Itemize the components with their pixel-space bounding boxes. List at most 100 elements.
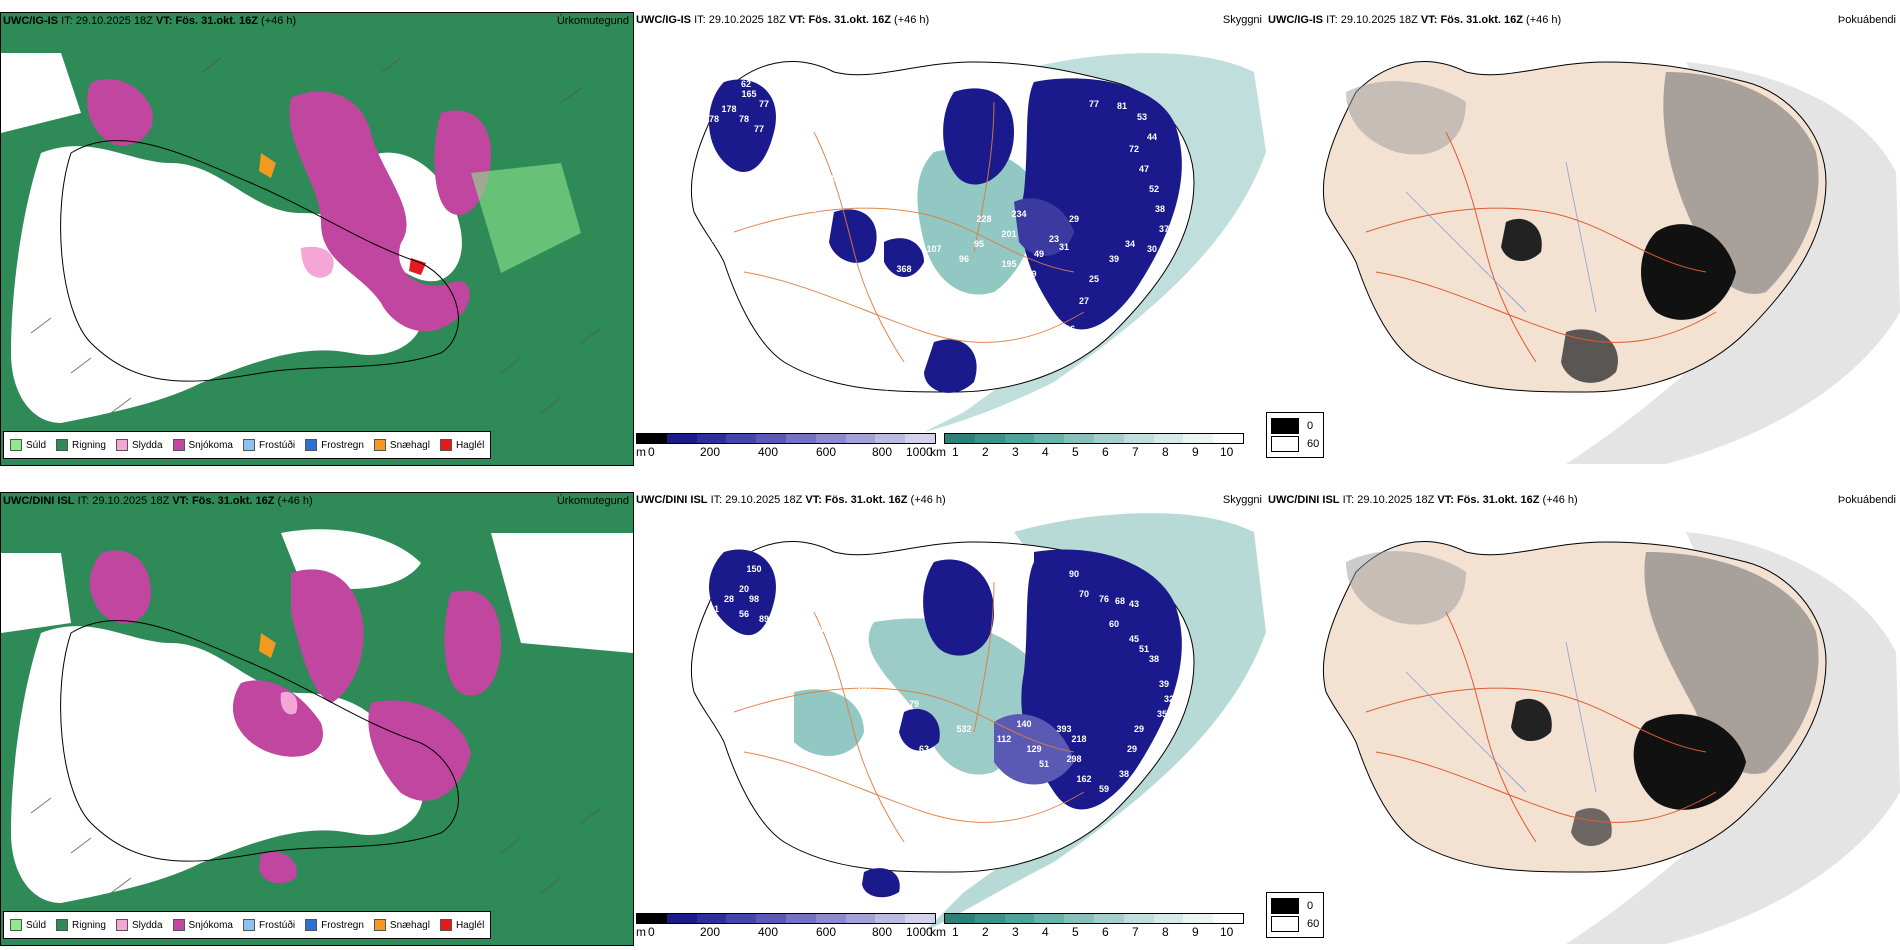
cloud-base-value: 90 xyxy=(1069,569,1079,579)
cloud-base-tick: 600 xyxy=(816,925,837,939)
cloud-base-value: 368 xyxy=(896,264,911,274)
panel-header: UWC/DINI ISL IT: 29.10.2025 18Z VT: Fös.… xyxy=(3,495,313,507)
legend-label: Slydda xyxy=(131,439,163,451)
legend-label: Frostregn xyxy=(321,919,364,931)
cloud-base-value: 95 xyxy=(974,239,984,249)
legend-item: Snjókoma xyxy=(172,439,233,451)
cloud-base-value: 21 xyxy=(779,124,789,134)
cloud-base-tick: 400 xyxy=(758,445,779,459)
it-label: IT: xyxy=(77,495,90,507)
cloud-base-value: 44 xyxy=(1147,132,1157,142)
visibility-tick: 8 xyxy=(1162,445,1169,459)
visibility-colorbar: km 1 2 3 4 5 6 7 8 9 10 xyxy=(930,913,1244,939)
cloud-base-tick: 0 xyxy=(648,445,655,459)
cloud-base-value: 26 xyxy=(1065,324,1075,334)
legend-swatch xyxy=(305,439,318,451)
visibility-tick: 9 xyxy=(1192,925,1199,939)
fog-legend-item: 60 xyxy=(1271,916,1319,932)
cloud-base-value: 81 xyxy=(879,274,889,284)
visibility-tick: 1 xyxy=(952,445,959,459)
visibility-labels: km 1 2 3 4 5 6 7 8 9 10 xyxy=(930,444,1244,459)
cloud-base-value: 299 xyxy=(1021,269,1036,279)
legend-label: Frostúði xyxy=(258,919,296,931)
cloud-visibility-panel-dini: UWC/DINI ISL IT: 29.10.2025 18Z VT: Fös.… xyxy=(634,492,1266,944)
cloud-base-labels: m 0 200 400 600 800 1000 xyxy=(636,924,936,939)
cloud-base-value: 256 xyxy=(771,209,786,219)
vt-label: VT: xyxy=(788,14,806,26)
cloud-base-value: 72 xyxy=(1129,144,1139,154)
vt-label: VT: xyxy=(805,494,822,506)
cloud-base-value: 60 xyxy=(1109,619,1119,629)
cloud-base-value: 59 xyxy=(1099,784,1109,794)
fog-swatch xyxy=(1271,898,1299,914)
cloud-base-value: 79 xyxy=(839,654,849,664)
lead-time: (+46 h) xyxy=(894,14,930,26)
legend-label: Snjókoma xyxy=(188,919,233,931)
fog-legend: 0 60 xyxy=(1266,892,1325,938)
fog-swatch xyxy=(1271,418,1299,434)
cloud-base-value: 218 xyxy=(1071,734,1086,744)
lead-time: (+46 h) xyxy=(277,495,313,507)
visibility-tick: 4 xyxy=(1042,925,1049,939)
visibility-labels: km 1 2 3 4 5 6 7 8 9 10 xyxy=(930,924,1244,939)
cloud-base-value: 234 xyxy=(1011,209,1026,219)
it-value: 29.10.2025 18Z xyxy=(725,494,803,506)
visibility-tick: 5 xyxy=(1072,445,1079,459)
legend-item: Rigning xyxy=(56,919,106,931)
legend-swatch xyxy=(115,919,128,931)
fog-legend-item: 0 xyxy=(1271,898,1319,914)
legend-label: Rigning xyxy=(72,919,106,931)
legend-label: Snæhagl xyxy=(389,439,430,451)
cloud-base-value: 107 xyxy=(926,244,941,254)
cloud-base-value: 30 xyxy=(1147,244,1157,254)
visibility-tick: 9 xyxy=(1192,445,1199,459)
vt-value: Fös. 31.okt. 16Z xyxy=(808,14,891,26)
cloud-base-value: 76 xyxy=(1099,594,1109,604)
visibility-tick: 8 xyxy=(1162,925,1169,939)
legend-swatch xyxy=(305,919,318,931)
cloud-base-value: 52 xyxy=(1149,184,1159,194)
cloud-base-value: 201 xyxy=(1001,229,1016,239)
panel-header: UWC/IG-IS IT: 29.10.2025 18Z VT: Fös. 31… xyxy=(1268,14,1561,26)
cloud-base-value: 45 xyxy=(1129,634,1139,644)
model-name: UWC/DINI ISL xyxy=(636,494,708,506)
legend-swatch xyxy=(10,919,22,931)
cloud-visibility-panel-ig: UWC/IG-IS IT: 29.10.2025 18Z VT: Fös. 31… xyxy=(634,12,1266,464)
legend-swatch xyxy=(10,439,22,451)
cloud-base-value: 33 xyxy=(829,174,839,184)
cloud-base-value: 163 xyxy=(761,244,776,254)
legend-swatch xyxy=(242,919,255,931)
visibility-tick: 6 xyxy=(1102,925,1109,939)
legend-swatch xyxy=(242,439,255,451)
visibility-tick: 10 xyxy=(1220,925,1234,939)
cloud-base-value: 185 xyxy=(726,244,741,254)
cloud-base-value: 20 xyxy=(739,584,749,594)
it-label: IT: xyxy=(710,494,723,506)
visibility-colorbar: km 1 2 3 4 5 6 7 8 9 10 xyxy=(930,433,1244,459)
vt-value: Fös. 31.okt. 16Z xyxy=(1456,494,1540,506)
cloud-base-value: 70 xyxy=(1079,589,1089,599)
cloud-base-value: 27 xyxy=(1079,296,1089,306)
cloud-base-value: 89 xyxy=(759,614,769,624)
cloud-base-value: 39 xyxy=(1159,679,1169,689)
vt-label: VT: xyxy=(1420,14,1438,26)
legend-label: Slydda xyxy=(131,919,163,931)
cloud-base-bar xyxy=(636,913,936,924)
legend-item: Slydda xyxy=(115,919,163,931)
legend-label: Frostregn xyxy=(321,439,364,451)
legend-label: Frostúði xyxy=(258,439,296,451)
cloud-base-value: 51 xyxy=(1139,644,1149,654)
model-name: UWC/IG-IS xyxy=(1268,14,1323,26)
cloud-base-value: 40 xyxy=(849,114,859,124)
cloud-base-value: 45 xyxy=(819,624,829,634)
cloud-base-unit: m xyxy=(636,925,646,939)
legend-item: Snjókoma xyxy=(172,919,233,931)
cloud-base-value: 31 xyxy=(1059,242,1069,252)
legend-item: Rigning xyxy=(56,439,106,451)
fog-map xyxy=(1322,61,1900,464)
cloud-base-bar xyxy=(636,433,936,444)
cloud-base-value: 78 xyxy=(709,114,719,124)
cloud-base-value: 140 xyxy=(1016,719,1031,729)
legend-label: Snjókoma xyxy=(188,439,233,451)
cloud-base-value: 189 xyxy=(711,234,726,244)
